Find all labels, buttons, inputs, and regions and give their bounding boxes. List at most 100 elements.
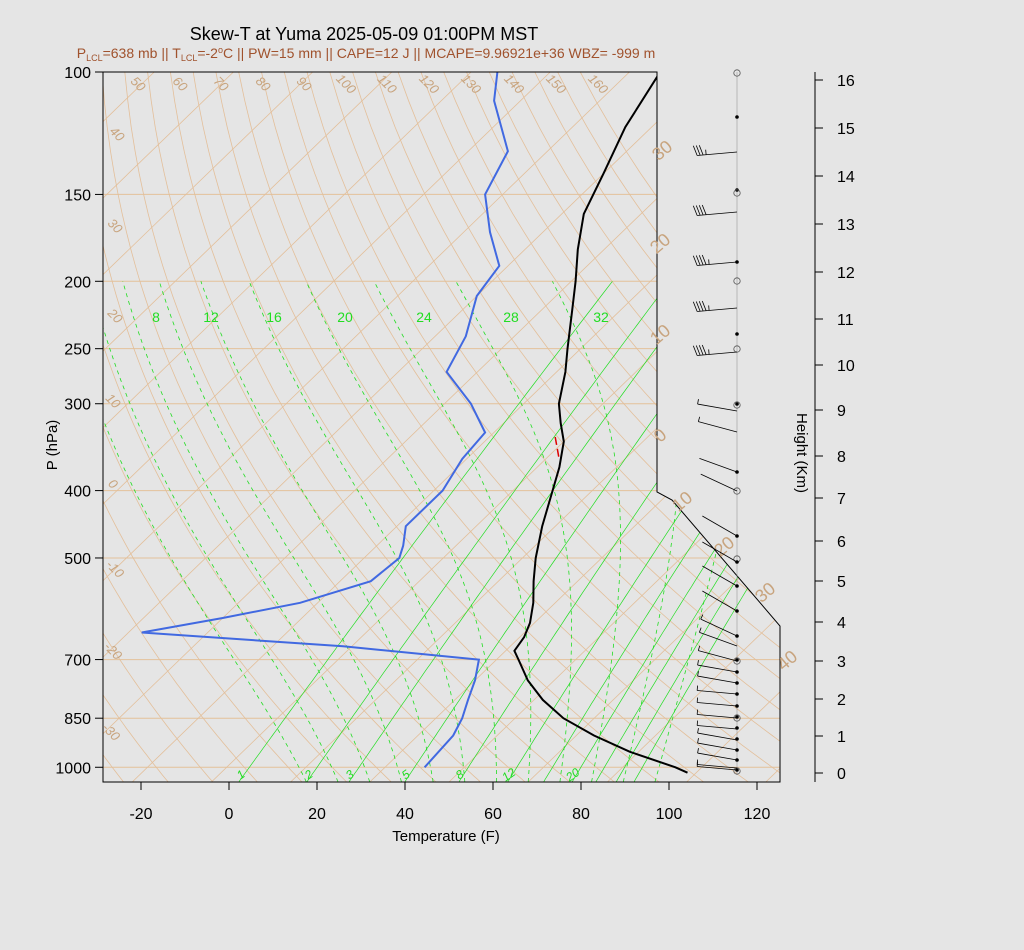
isotherm-line	[103, 72, 313, 782]
height-tick-label: 11	[837, 312, 854, 329]
mixing-ratio-label: 24	[416, 309, 432, 325]
y-tick-label: 1000	[55, 760, 91, 777]
height-tick-label: 10	[837, 358, 855, 375]
subtitle-lcl-sub: LCL	[86, 53, 103, 63]
wind-barb	[697, 403, 738, 412]
isotherm-label: 0	[650, 425, 671, 447]
wind-barb	[698, 650, 738, 662]
wind-barb	[697, 732, 738, 741]
mixing-ratio-label: 28	[503, 309, 519, 325]
isotherm-line	[103, 72, 709, 782]
wind-barb-feather	[697, 728, 699, 734]
wind-level-marker	[733, 69, 741, 77]
grid-layer	[0, 72, 780, 782]
x-tick-label: 120	[744, 806, 771, 823]
isotherm-line	[211, 72, 780, 782]
mixing-ratio-label: 12	[203, 309, 219, 325]
dry-adiabat-label: 90	[294, 73, 315, 94]
dry-adiabat-label: 100	[333, 71, 359, 97]
moist-adiabat	[103, 281, 307, 782]
mixing-ratio-label: 20	[337, 309, 353, 325]
wind-barb	[700, 473, 738, 492]
height-tick-label: 14	[837, 169, 855, 186]
mixing-ratio-line	[306, 281, 671, 782]
wind-barb	[699, 457, 738, 473]
wind-barb	[697, 725, 738, 730]
wind-barb	[697, 752, 738, 761]
wind-barb	[697, 664, 738, 673]
isotherm-line	[103, 72, 155, 782]
dry-adiabat	[170, 72, 615, 782]
y-tick-label: 500	[64, 551, 91, 568]
x-tick-label: 60	[484, 806, 502, 823]
height-tick-label: 3	[837, 654, 846, 671]
dry-adiabat-label: 120	[416, 71, 442, 97]
isotherm-line	[103, 72, 551, 782]
subtitle-p-lcl: P	[77, 45, 86, 61]
dry-adiabat	[103, 72, 214, 782]
y-tick-label: 400	[64, 484, 91, 501]
dry-adiabat	[0, 72, 34, 782]
wind-barb-feather	[697, 399, 699, 405]
dry-adiabat	[147, 72, 570, 782]
mixing-ratio-line	[595, 281, 780, 782]
wind-barb-feather	[701, 300, 707, 311]
wind-barb-feather	[692, 205, 698, 216]
chart-title: Skew-T at Yuma 2025-05-09 01:00PM MST	[190, 24, 539, 44]
wind-barb-feather	[698, 145, 704, 156]
dry-adiabat	[103, 72, 347, 782]
isotherm-line	[103, 72, 234, 782]
isotherm-line	[103, 72, 472, 782]
x-tick-label: 100	[656, 806, 683, 823]
isotherm-label: 20	[646, 229, 674, 257]
moist-adiabat	[200, 281, 434, 782]
x-tick-label: 20	[308, 806, 326, 823]
wind-barb	[697, 261, 738, 266]
wind-barb-feather	[697, 416, 701, 422]
dry-adiabat	[215, 72, 704, 782]
dry-adiabat-label: 80	[253, 73, 274, 94]
mixing-ratio-line	[458, 281, 780, 782]
wind-barb-feather	[692, 255, 698, 266]
moist-adiabat	[248, 281, 466, 782]
moist-adiabat	[305, 281, 497, 782]
wind-barb-feather	[697, 671, 699, 677]
dry-adiabat-label: 130	[458, 71, 484, 97]
wind-barb-feather	[698, 255, 704, 266]
y-tick-label: 850	[64, 711, 91, 728]
x-tick-label: 80	[572, 806, 590, 823]
wind-barb-feather	[698, 301, 704, 312]
height-tick-label: 6	[837, 534, 846, 551]
height-tick-label: 1	[837, 729, 846, 746]
wind-profile	[692, 69, 741, 775]
isotherm-line	[131, 72, 780, 782]
parcel-path	[554, 436, 560, 459]
wind-barb	[700, 618, 738, 637]
dry-adiabat	[466, 72, 780, 782]
dry-adiabat	[124, 72, 526, 782]
wind-level-marker	[733, 189, 741, 197]
dry-adiabat	[192, 72, 660, 782]
wind-barb-feather	[698, 345, 704, 356]
data-layer	[141, 72, 688, 774]
height-tick-label: 5	[837, 574, 846, 591]
wind-barb-feather	[692, 345, 698, 356]
subtitle-t-lcl-value: =-2	[197, 45, 218, 61]
isotherm-label: 20	[710, 532, 738, 560]
dry-adiabat	[306, 72, 780, 782]
dry-adiabat-label: 0	[105, 476, 121, 492]
x-tick-label: -20	[129, 806, 152, 823]
wind-level-marker	[733, 277, 741, 285]
wind-barb	[697, 307, 738, 312]
y-tick-label: 100	[64, 65, 91, 82]
wind-barb-feather	[697, 748, 699, 754]
mixing-ratio-line	[543, 281, 780, 782]
x-tick-label: 40	[396, 806, 414, 823]
mixing-ratio-line	[348, 281, 706, 782]
wind-barb	[702, 515, 738, 537]
wind-barb	[697, 764, 738, 769]
chart-subtitle: PLCL=638 mb || TLCL=-2oC || PW=15 mm || …	[77, 45, 656, 63]
height-tick-label: 9	[837, 403, 846, 420]
dry-adiabat	[488, 72, 780, 782]
